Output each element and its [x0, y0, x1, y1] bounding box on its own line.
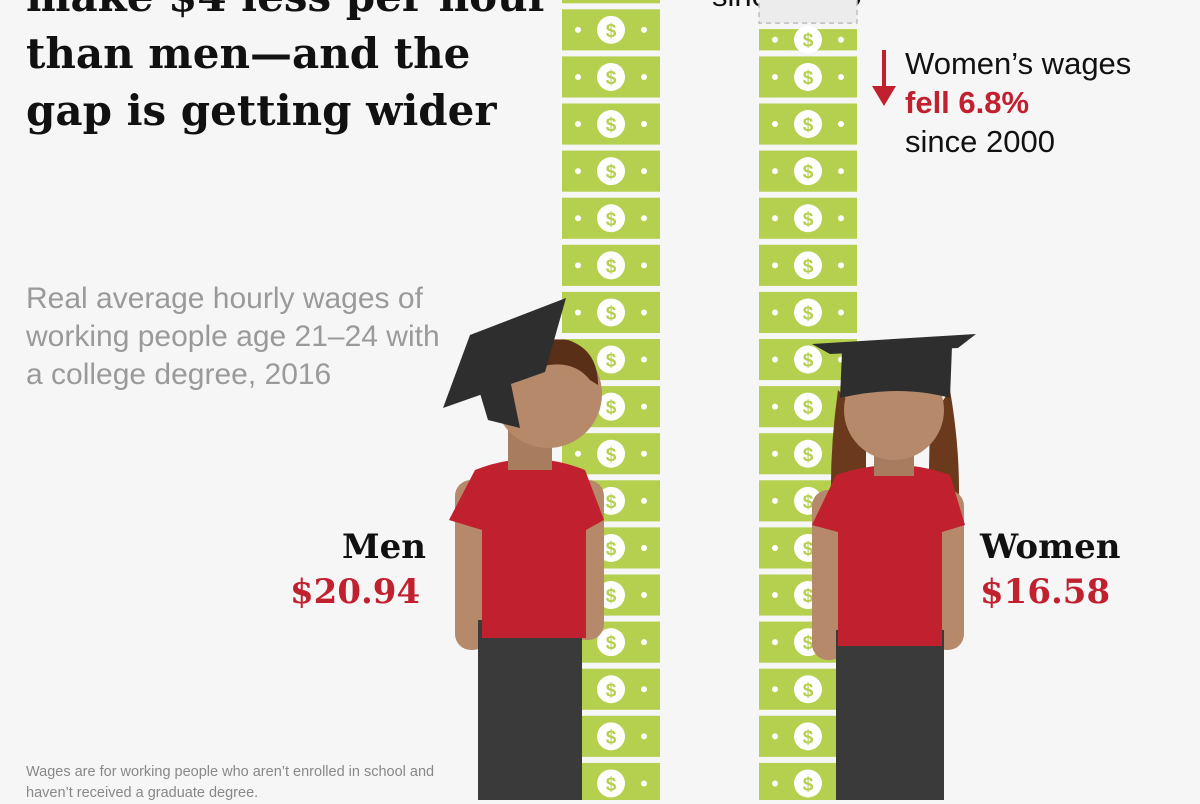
- bar-women-bill: $: [759, 197, 857, 239]
- svg-text:$: $: [803, 303, 814, 324]
- svg-text:$: $: [606, 398, 617, 419]
- bar-men-bill: $: [562, 244, 660, 286]
- svg-text:$: $: [803, 445, 814, 466]
- bar-men-bill: $: [562, 103, 660, 145]
- svg-text:$: $: [803, 68, 814, 89]
- bar-women-bill: $: [759, 291, 857, 333]
- women-category-label: Women: [980, 527, 1121, 567]
- footnote: Wages are for working people who aren’t …: [26, 764, 435, 801]
- bar-women-bill: $: [759, 25, 857, 54]
- bar-men-bill: $: [562, 56, 660, 98]
- svg-text:$: $: [803, 256, 814, 277]
- man-graduate-figure: [443, 298, 604, 800]
- bar-men-bill: $: [562, 0, 660, 4]
- svg-text:$: $: [606, 586, 617, 607]
- women-value-label: $16.58: [980, 572, 1111, 612]
- svg-text:$: $: [606, 727, 617, 748]
- men-category-label: Men: [342, 527, 426, 567]
- svg-text:$: $: [803, 115, 814, 136]
- svg-text:$: $: [803, 162, 814, 183]
- svg-text:$: $: [606, 351, 617, 372]
- bar-men-bill: $: [562, 150, 660, 192]
- svg-text:$: $: [606, 68, 617, 89]
- svg-text:$: $: [803, 774, 814, 795]
- bar-men-bill: $: [562, 433, 660, 475]
- subtitle: Real average hourly wages of working peo…: [26, 282, 440, 391]
- svg-text:$: $: [606, 680, 617, 701]
- svg-text:$: $: [606, 774, 617, 795]
- bar-women-ghost-bill: [758, 0, 858, 24]
- svg-text:$: $: [606, 115, 617, 136]
- svg-text:$: $: [803, 351, 814, 372]
- svg-text:$: $: [606, 209, 617, 230]
- svg-text:$: $: [606, 445, 617, 466]
- svg-text:$: $: [606, 162, 617, 183]
- headline: make $4 less per hour than men—and the g…: [26, 0, 550, 135]
- svg-text:$: $: [803, 680, 814, 701]
- svg-text:$: $: [803, 633, 814, 654]
- svg-text:$: $: [606, 492, 617, 513]
- bar-men-bill: $: [562, 197, 660, 239]
- women-note-line2: fell 6.8%: [905, 85, 1030, 120]
- bar-men-bill: $: [562, 9, 660, 51]
- women-note: Women’s wages fell 6.8% since 2000: [905, 44, 1195, 161]
- men-value-label: $20.94: [290, 572, 421, 612]
- svg-text:$: $: [606, 256, 617, 277]
- svg-text:$: $: [606, 303, 617, 324]
- women-note-line1: Women’s wages: [905, 46, 1132, 81]
- svg-text:$: $: [803, 209, 814, 230]
- svg-text:$: $: [803, 539, 814, 560]
- svg-text:$: $: [606, 539, 617, 560]
- svg-text:$: $: [803, 492, 814, 513]
- bar-women-bill: $: [759, 150, 857, 192]
- svg-text:$: $: [803, 586, 814, 607]
- bar-women-bill: $: [759, 103, 857, 145]
- svg-text:$: $: [606, 633, 617, 654]
- svg-text:$: $: [803, 31, 814, 52]
- women-note-line3: since 2000: [905, 124, 1055, 159]
- bar-women-bill: $: [759, 244, 857, 286]
- bar-women-bill: $: [759, 56, 857, 98]
- svg-text:$: $: [803, 727, 814, 748]
- svg-text:$: $: [606, 21, 617, 42]
- svg-text:$: $: [803, 398, 814, 419]
- woman-graduate-figure: [812, 334, 976, 800]
- down-arrow-icon: [872, 50, 896, 106]
- bar-men-bill: $: [562, 291, 660, 333]
